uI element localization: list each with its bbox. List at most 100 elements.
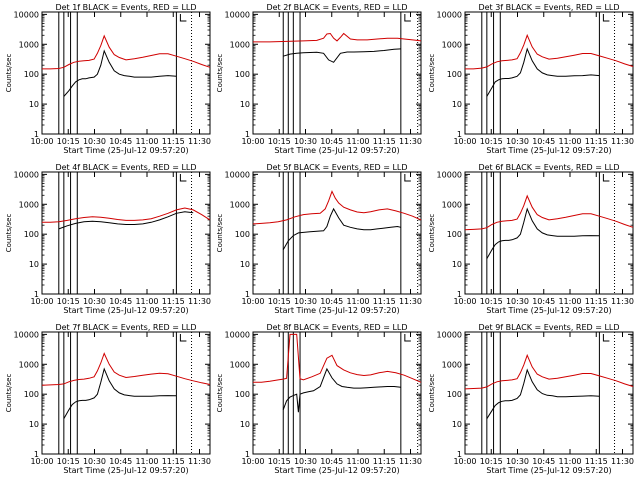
y-tick-label: 1 [457, 130, 462, 139]
y-tick-label: 10 [240, 420, 250, 429]
x-tick-label: 10:45 [320, 297, 343, 306]
bracket-marker [404, 334, 411, 342]
y-tick-label: 100 [24, 70, 39, 79]
plot-frame [41, 11, 211, 135]
y-tick-label: 100 [24, 230, 39, 239]
series-line-lld [464, 194, 634, 231]
x-axis-label: Start Time (25-Jul-12 09:57:20) [486, 306, 611, 315]
plot-frame [464, 331, 634, 455]
chart-title: Det 1f BLACK = Events, RED = LLD [55, 3, 196, 12]
y-tick-label: 100 [235, 230, 250, 239]
y-tick-label: 10000 [14, 330, 39, 339]
series-line-events [486, 207, 600, 260]
y-axis-label: Counts/sec [428, 214, 436, 253]
y-tick-label: 1 [34, 290, 39, 299]
y-axis-label: Counts/sec [5, 214, 13, 253]
x-tick-label: 10:30 [294, 457, 317, 466]
x-tick-label: 11:00 [135, 297, 158, 306]
series-line-events [282, 367, 401, 413]
bracket-marker [602, 334, 610, 342]
series-line-lld [42, 34, 211, 70]
y-tick-label: 100 [24, 390, 39, 399]
x-tick-label: 10:00 [241, 137, 264, 146]
y-tick-label: 1000 [442, 40, 462, 49]
y-tick-label: 10000 [225, 330, 250, 339]
y-tick-label: 1000 [230, 200, 250, 209]
x-tick-label: 11:30 [611, 297, 634, 306]
bracket-marker [179, 174, 187, 182]
x-tick-label: 10:45 [532, 137, 555, 146]
bracket-marker [404, 174, 411, 182]
series-line-events [282, 207, 401, 251]
x-tick-label: 10:30 [83, 137, 106, 146]
y-tick-label: 10000 [14, 10, 39, 19]
y-tick-label: 100 [447, 70, 462, 79]
bracket-marker [179, 14, 187, 22]
series-line-lld [253, 32, 422, 43]
x-tick-label: 10:30 [294, 137, 317, 146]
plot-frame [464, 11, 634, 135]
x-tick-label: 11:30 [611, 137, 634, 146]
chart-panel-9: Det 9f BLACK = Events, RED = LLD 1 10 100 10… [428, 323, 634, 475]
x-tick-label: 10:15 [480, 297, 503, 306]
x-tick-label: 10:15 [57, 457, 80, 466]
y-tick-label: 10 [29, 100, 39, 109]
y-tick-label: 1 [245, 290, 250, 299]
y-tick-label: 1000 [19, 200, 39, 209]
y-tick-label: 100 [447, 230, 462, 239]
series-line-lld [252, 190, 422, 225]
y-tick-label: 1 [34, 130, 39, 139]
x-axis-label: Start Time (25-Jul-12 09:57:20) [274, 466, 399, 475]
y-axis-label: Counts/sec [216, 374, 224, 413]
y-tick-label: 100 [447, 390, 462, 399]
chart-panel-8: Det 8f BLACK = Events, RED = LLD 1 10 100 10… [216, 323, 422, 475]
y-tick-label: 10 [240, 260, 250, 269]
x-tick-label: 11:00 [558, 297, 581, 306]
x-tick-label: 10:00 [30, 137, 53, 146]
y-tick-label: 1000 [442, 200, 462, 209]
y-axis-label: Counts/sec [216, 214, 224, 253]
y-tick-label: 100 [235, 70, 250, 79]
x-tick-label: 10:00 [453, 297, 476, 306]
plot-frame [252, 11, 422, 135]
x-tick-label: 11:15 [162, 137, 185, 146]
y-tick-label: 10000 [437, 330, 462, 339]
x-tick-label: 11:30 [611, 457, 634, 466]
y-tick-label: 1 [457, 290, 462, 299]
plot-frame [41, 331, 211, 455]
chart-title: Det 9f BLACK = Events, RED = LLD [478, 323, 619, 332]
x-tick-label: 10:15 [480, 137, 503, 146]
y-tick-label: 10000 [437, 170, 462, 179]
x-tick-label: 11:15 [373, 137, 396, 146]
x-axis-label: Start Time (25-Jul-12 09:57:20) [63, 466, 188, 475]
x-tick-label: 10:15 [268, 297, 291, 306]
x-tick-label: 11:15 [373, 297, 396, 306]
y-tick-label: 10 [29, 260, 39, 269]
x-tick-label: 11:15 [585, 137, 608, 146]
series-line-events [283, 48, 401, 63]
y-tick-label: 1 [34, 450, 39, 459]
y-tick-label: 10000 [225, 170, 250, 179]
y-tick-label: 1000 [230, 360, 250, 369]
x-axis-label: Start Time (25-Jul-12 09:57:20) [486, 146, 611, 155]
bracket-marker [404, 14, 411, 22]
x-tick-label: 11:15 [162, 297, 185, 306]
chart-panel-7: Det 7f BLACK = Events, RED = LLD 1 10 100 10… [5, 323, 211, 475]
y-axis-label: Counts/sec [428, 374, 436, 413]
chart-panel-5: Det 5f BLACK = Events, RED = LLD 1 10 100 10… [216, 163, 422, 315]
plot-frame [464, 171, 634, 295]
x-tick-label: 11:30 [188, 457, 211, 466]
bracket-marker [179, 334, 187, 342]
x-tick-label: 11:30 [188, 137, 211, 146]
x-tick-label: 11:00 [135, 137, 158, 146]
x-tick-label: 10:30 [83, 297, 106, 306]
y-tick-label: 1 [457, 450, 462, 459]
chart-title: Det 6f BLACK = Events, RED = LLD [478, 163, 619, 172]
y-tick-label: 1 [245, 130, 250, 139]
x-tick-label: 10:45 [109, 297, 132, 306]
x-tick-label: 10:00 [241, 457, 264, 466]
y-tick-label: 10 [452, 260, 462, 269]
x-axis-label: Start Time (25-Jul-12 09:57:20) [274, 146, 399, 155]
bracket-marker [602, 14, 610, 22]
series-line-lld [42, 207, 211, 223]
